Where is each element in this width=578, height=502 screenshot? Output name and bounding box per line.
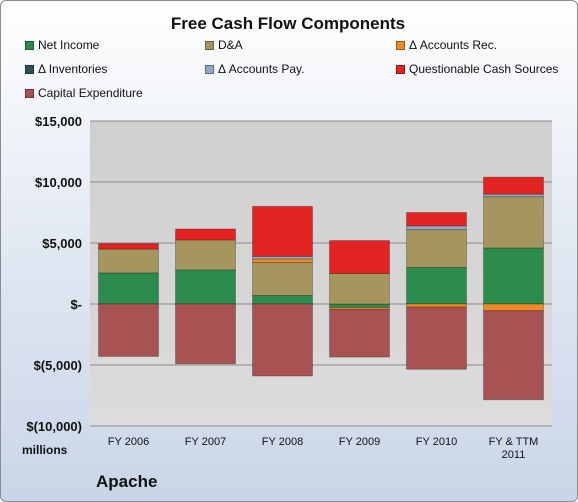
- y-tick-label: $10,000: [35, 175, 82, 190]
- legend-swatch: [205, 64, 214, 74]
- x-tick-label: FY & TTM: [489, 436, 539, 448]
- bar-segment: [406, 229, 467, 268]
- bar-segment: [406, 212, 467, 227]
- x-tick-label: FY 2010: [416, 436, 457, 448]
- legend-swatch: [25, 64, 34, 74]
- bar-segment: [483, 196, 544, 249]
- legend-item: Δ Accounts Pay.: [205, 62, 305, 76]
- bar-segment: [329, 273, 390, 305]
- legend-swatch: [396, 40, 405, 50]
- legend-label: Net Income: [38, 38, 100, 52]
- x-tick-label: FY 2009: [339, 436, 380, 448]
- legend-item: Δ Accounts Rec.: [396, 38, 497, 52]
- bar-segment: [483, 247, 544, 305]
- legend-label: Δ Inventories: [38, 62, 108, 76]
- legend-label: D&A: [218, 38, 243, 52]
- bar-segment: [175, 239, 236, 271]
- legend-item: Δ Inventories: [25, 62, 107, 76]
- bar-segment: [483, 310, 544, 401]
- bar-segment: [483, 176, 544, 195]
- bar-segment: [252, 258, 313, 264]
- chart-legend: Net Income D&A Δ Accounts Rec. Δ Inventorie…: [0, 0, 578, 110]
- bar-segment: [252, 294, 313, 305]
- legend-swatch: [396, 64, 405, 74]
- legend-swatch: [205, 40, 214, 50]
- bar-segment: [175, 228, 236, 241]
- y-tick-label: $(10,000): [26, 419, 82, 434]
- legend-swatch: [25, 88, 34, 98]
- y-tick-label: $15,000: [35, 114, 82, 129]
- bar-segment: [406, 225, 467, 231]
- bar-segment: [252, 255, 313, 260]
- legend-item: Questionable Cash Sources: [396, 62, 558, 76]
- bar-segment: [329, 303, 390, 309]
- legend-item: Capital Expenditure: [25, 86, 143, 100]
- y-tick-label: $-: [70, 297, 82, 312]
- legend-label: Capital Expenditure: [38, 86, 143, 100]
- x-tick-label: FY 2007: [185, 436, 226, 448]
- company-name: Apache: [96, 472, 158, 491]
- bar-segment: [98, 272, 159, 305]
- bar-segment: [98, 243, 159, 250]
- units-label: millions: [22, 443, 68, 457]
- x-tick-label: FY 2006: [108, 436, 149, 448]
- bar-segment: [329, 308, 390, 358]
- bar-segment: [483, 303, 544, 312]
- legend-label: Questionable Cash Sources: [409, 62, 559, 76]
- plot-area: [90, 121, 552, 426]
- bar-segment: [175, 269, 236, 305]
- bar-segment: [98, 303, 159, 357]
- bar-segment: [406, 306, 467, 370]
- x-tick-label: FY 2008: [262, 436, 303, 448]
- legend-item: D&A: [205, 38, 243, 52]
- chart-title: Free Cash Flow Components: [170, 14, 406, 33]
- y-tick-label: $5,000: [42, 236, 82, 251]
- bar-segment: [98, 248, 159, 274]
- bar-segment: [252, 303, 313, 377]
- bar-segment: [252, 205, 313, 257]
- legend-swatch: [25, 40, 34, 50]
- legend-label: Δ Accounts Pay.: [218, 62, 305, 76]
- bar-segment: [175, 303, 236, 365]
- y-tick-label: $(5,000): [34, 358, 82, 373]
- bar-segment: [252, 262, 313, 296]
- legend-item: Net Income: [25, 38, 99, 52]
- x-tick-label: 2011: [502, 449, 526, 461]
- legend-label: Δ Accounts Rec.: [409, 38, 498, 52]
- bar-segment: [329, 240, 390, 274]
- bar-segment: [406, 266, 467, 305]
